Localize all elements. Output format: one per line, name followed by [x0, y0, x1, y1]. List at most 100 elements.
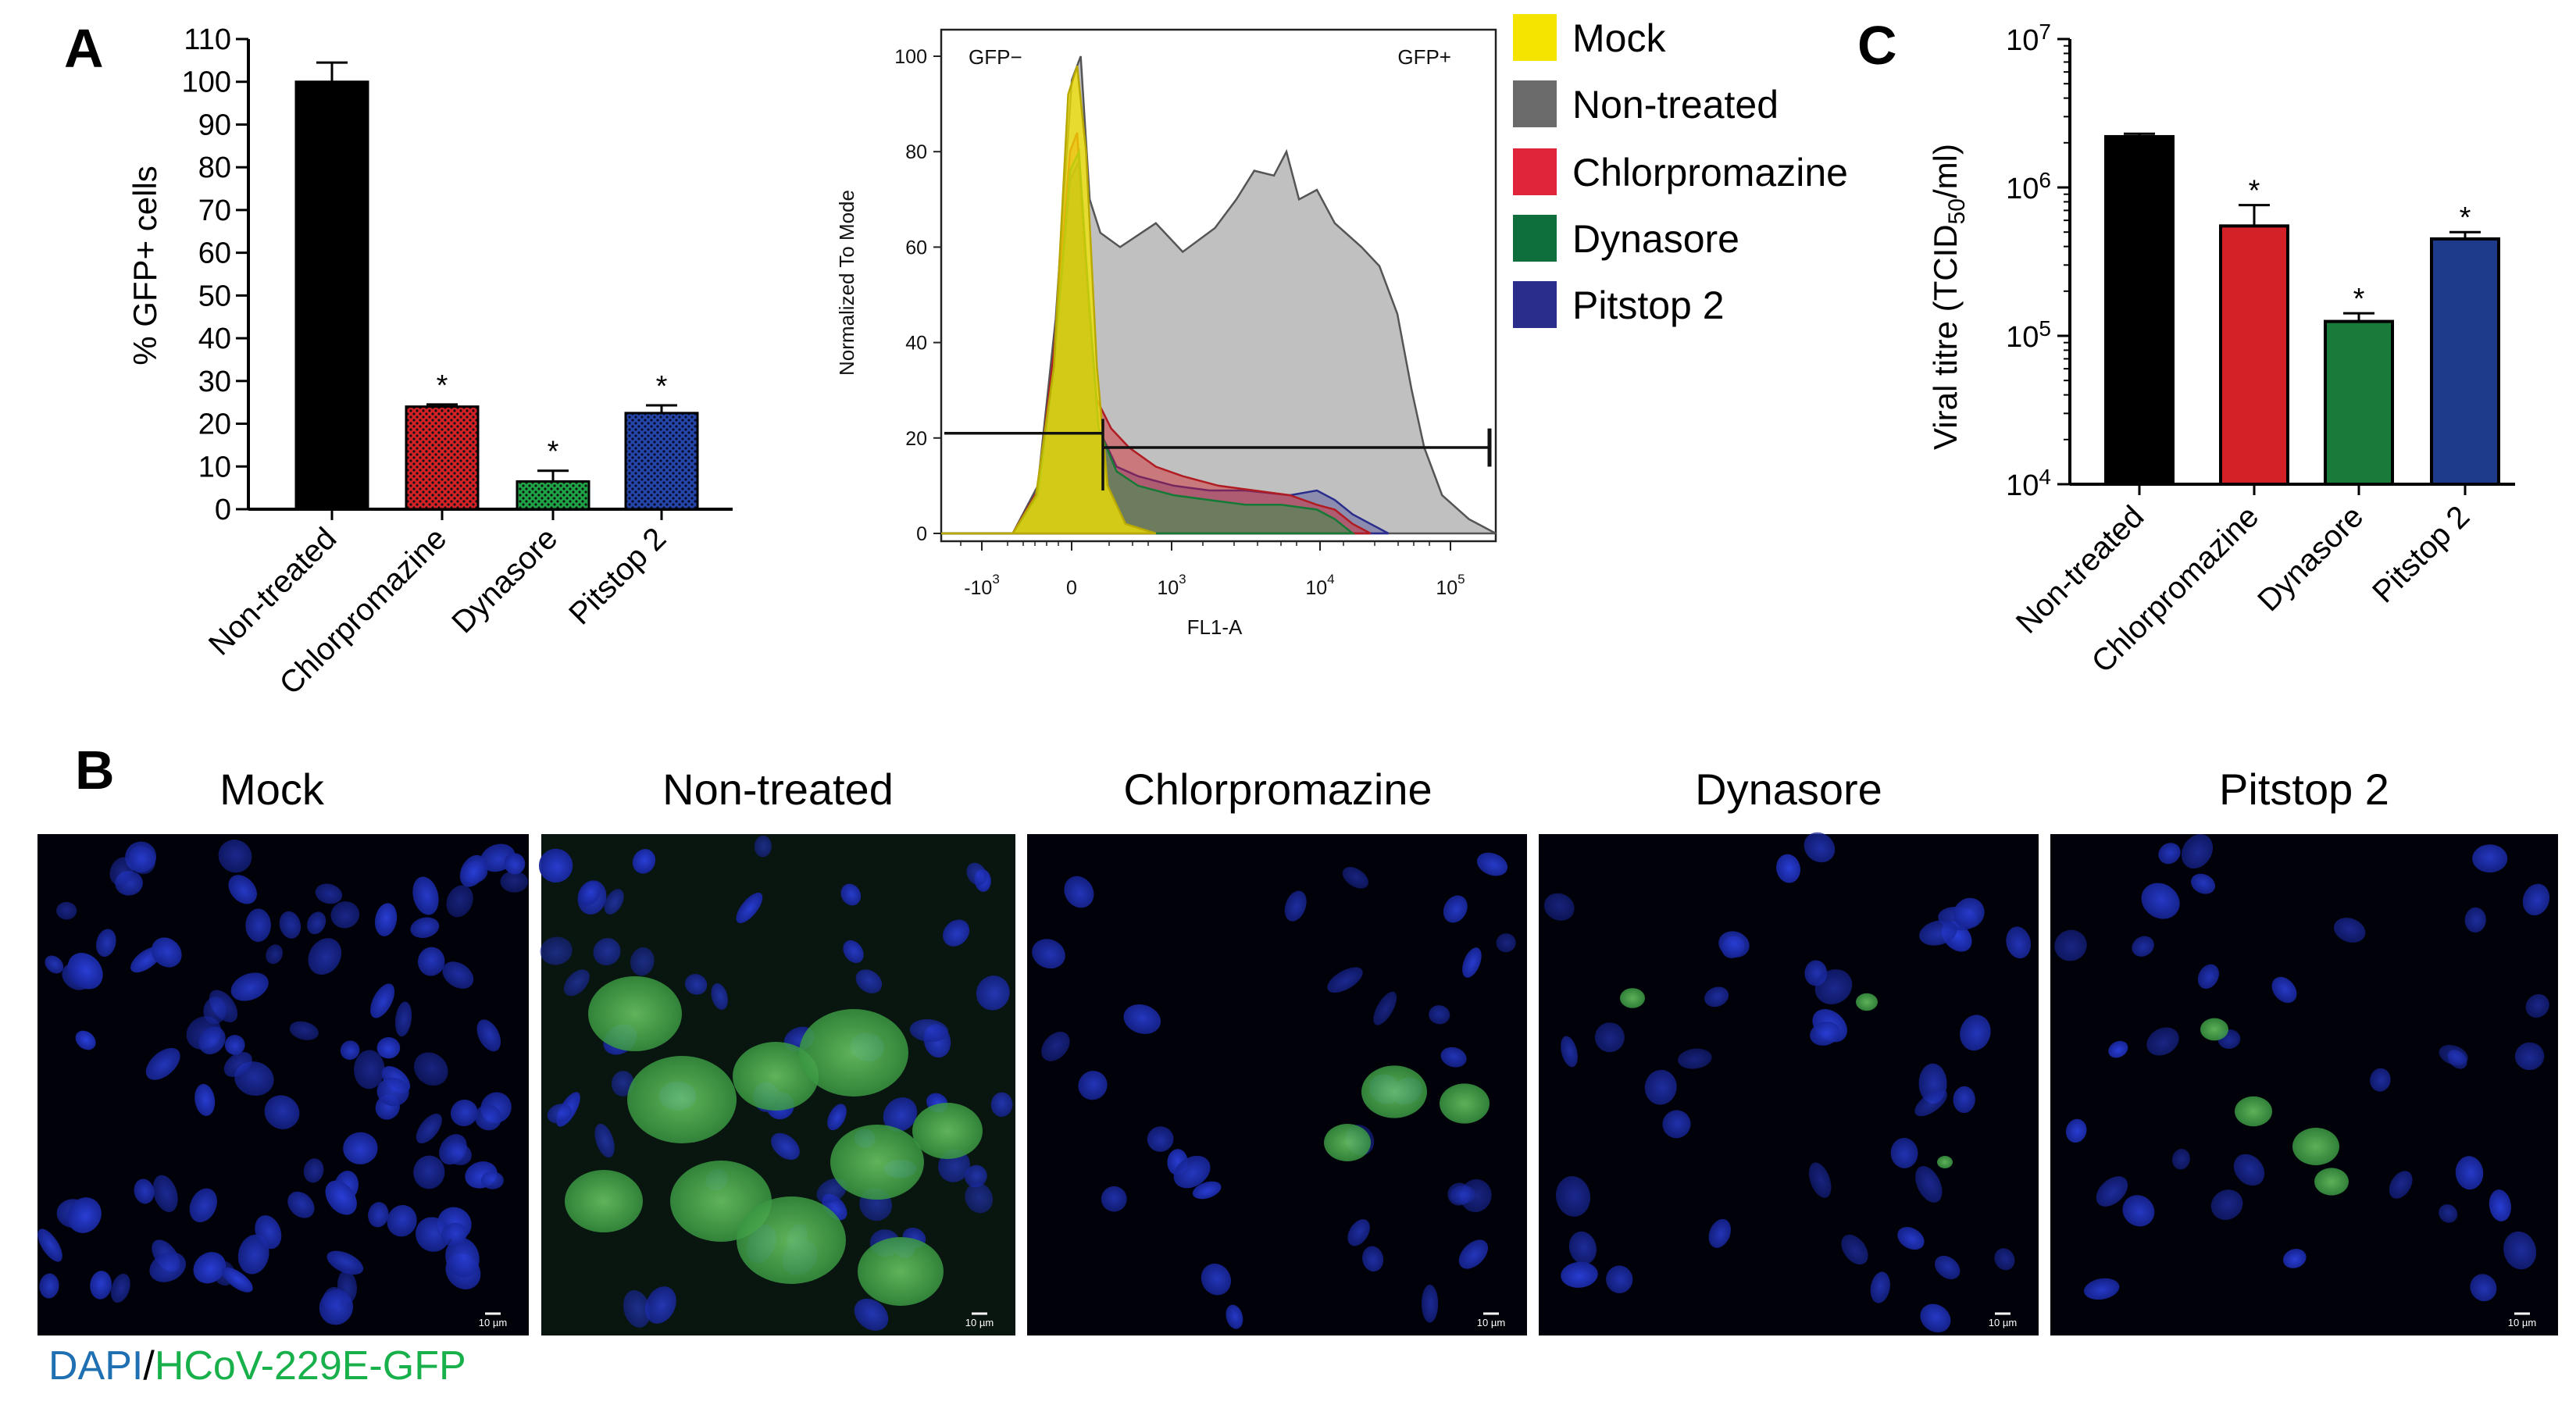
- nucleus: [203, 997, 227, 1025]
- nucleus: [1914, 1089, 1948, 1117]
- gfp-positive-cell: [1620, 988, 1645, 1008]
- chart-c-y-tick-label: 105: [2006, 316, 2051, 354]
- gfp-positive-cell: [830, 1125, 924, 1200]
- nucleus: [343, 1132, 378, 1164]
- nucleus: [2389, 1171, 2413, 1199]
- nucleus: [1476, 852, 1508, 876]
- histogram-y-tick-label: 60: [905, 237, 927, 259]
- caption-separator: /: [143, 1343, 155, 1389]
- nucleus: [90, 1271, 112, 1300]
- histogram-x-tick-label: 105: [1436, 572, 1465, 599]
- nucleus: [1201, 1263, 1232, 1296]
- nucleus: [412, 876, 439, 915]
- nucleus: [193, 1252, 227, 1284]
- nucleus: [1443, 895, 1468, 923]
- nucleus: [368, 1202, 389, 1228]
- histogram-frame: [940, 28, 1497, 543]
- nucleus: [415, 1217, 451, 1252]
- chart-a-category-label-pitstop-2: Pitstop 2: [562, 521, 673, 631]
- nucleus: [2181, 834, 2214, 869]
- nucleus: [1078, 1071, 1108, 1100]
- gfp-positive-cell: [2314, 1168, 2349, 1196]
- nucleus: [2141, 883, 2180, 919]
- nucleus: [2464, 907, 2486, 933]
- nucleus: [446, 885, 473, 918]
- microscopy-panels: Mock 10 µm Non-treated 10 µm Chlorpromazine 1…: [37, 765, 2558, 1335]
- nucleus: [1718, 931, 1750, 958]
- micrograph-title-dynasore: Dynasore: [1695, 765, 1882, 814]
- nucleus: [228, 875, 257, 904]
- gfp-positive-cell: [733, 1042, 819, 1111]
- nucleus: [370, 983, 395, 1018]
- gfp-positive-cell: [1937, 1156, 1953, 1168]
- nucleus: [2006, 926, 2032, 959]
- nucleus: [1776, 854, 1800, 883]
- nucleus: [224, 1035, 245, 1055]
- histogram-series-non-treated: [941, 55, 1497, 535]
- histogram-x-axis-title: FL1-A: [1187, 615, 1243, 639]
- bar-c-chlorpromazine: [2219, 224, 2289, 486]
- nucleus: [816, 1178, 847, 1204]
- nucleus: [387, 1204, 417, 1237]
- nucleus: [1841, 1234, 1868, 1265]
- nucleus: [1994, 1248, 2015, 1271]
- nucleus: [771, 1132, 800, 1161]
- nucleus: [445, 1237, 480, 1278]
- nucleus: [943, 919, 970, 947]
- legend-label-mock: Mock: [1572, 16, 1666, 60]
- nucleus: [134, 1179, 155, 1204]
- nucleus: [684, 974, 708, 995]
- nucleus: [2122, 1195, 2155, 1227]
- nucleus: [1458, 1239, 1489, 1269]
- nucleus: [95, 929, 116, 957]
- scale-bar-label: 10 µm: [1477, 1317, 1505, 1328]
- nucleus: [459, 854, 487, 887]
- nucleus: [990, 1092, 1013, 1117]
- nucleus: [883, 1097, 918, 1132]
- nucleus: [289, 1021, 319, 1040]
- nucleus: [375, 903, 398, 936]
- nucleus: [1032, 939, 1065, 969]
- bar-chlorpromazine: [405, 405, 480, 511]
- significance-mark-dynasore: *: [548, 436, 559, 469]
- nucleus: [149, 1252, 187, 1282]
- histogram-legend: Mock Non-treated Chlorpromazine Dynasore Pit…: [1513, 14, 1848, 328]
- nucleus: [340, 1040, 360, 1061]
- micrograph-background: [1027, 834, 1527, 1335]
- nucleus: [1450, 1185, 1475, 1204]
- micrograph-pitstop-2: Pitstop 2 10 µm: [2050, 765, 2558, 1335]
- nucleus: [151, 937, 182, 968]
- chart-a-y-tick-label: 30: [198, 366, 231, 398]
- chart-c-category-label-pitstop-2: Pitstop 2: [2366, 499, 2476, 609]
- nucleus: [110, 1273, 130, 1303]
- scale-bar-label: 10 µm: [1989, 1317, 2017, 1328]
- significance-mark-pitstop-2: *: [656, 370, 668, 403]
- nucleus: [1919, 920, 1957, 946]
- nucleus: [1373, 991, 1397, 1025]
- nucleus: [75, 1030, 96, 1050]
- nucleus: [1192, 1181, 1222, 1200]
- chart-a-y-tick-label: 10: [198, 451, 231, 483]
- nucleus: [1041, 1032, 1070, 1061]
- bar-c-non-treated: [2104, 134, 2175, 486]
- nucleus: [2489, 1189, 2511, 1221]
- nucleus: [45, 955, 64, 974]
- significance-mark-c-dynasore: *: [2353, 283, 2365, 316]
- nucleus: [414, 1052, 448, 1086]
- nucleus: [1960, 1015, 1991, 1051]
- nucleus: [37, 1228, 62, 1262]
- nucleus: [840, 883, 862, 906]
- channel-caption: DAPI/HCoV-229E-GFP: [48, 1343, 466, 1389]
- chart-a-y-tick-label: 60: [198, 237, 231, 270]
- nucleus: [1708, 1218, 1731, 1248]
- nucleus: [1440, 1047, 1467, 1068]
- nucleus: [474, 1104, 502, 1131]
- chart-c-y-axis-title: Viral titre (TCID50/ml): [1927, 144, 1970, 450]
- nucleus: [1606, 1265, 1633, 1293]
- gfp-positive-cell: [627, 1056, 737, 1143]
- legend-swatch-pitstop-2: [1513, 281, 1557, 328]
- nucleus: [2439, 1044, 2468, 1066]
- nucleus: [2472, 844, 2508, 873]
- nucleus: [1123, 1004, 1161, 1034]
- caption-dapi: DAPI: [48, 1343, 143, 1389]
